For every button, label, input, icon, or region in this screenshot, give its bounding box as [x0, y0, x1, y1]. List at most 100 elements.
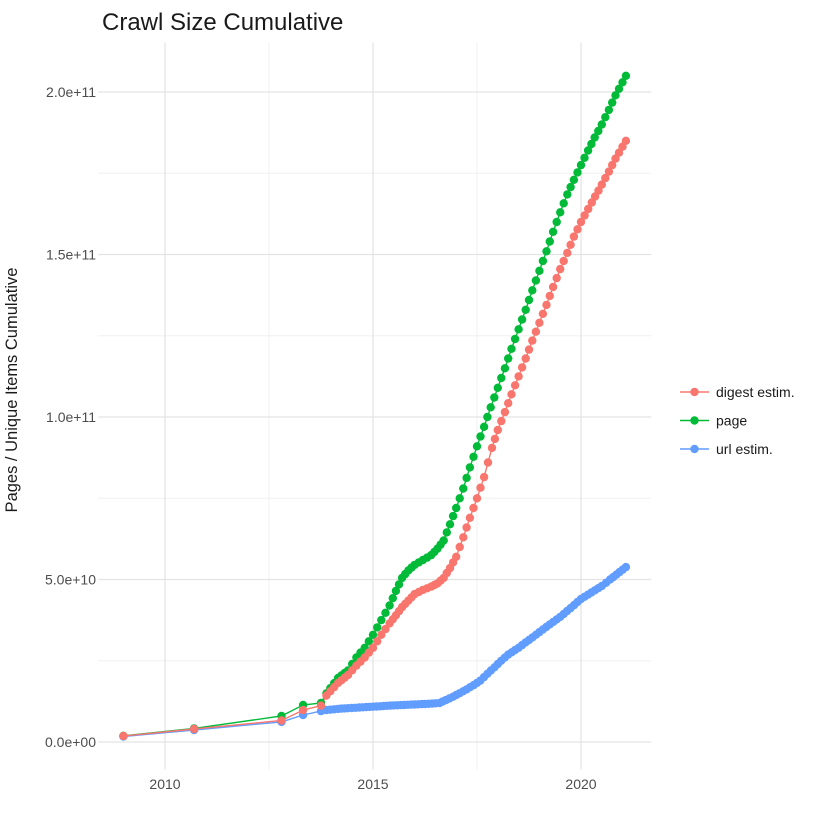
data-point-page: [500, 364, 510, 373]
x-tick-label: 2015: [357, 776, 388, 792]
data-point-page: [462, 473, 471, 483]
data-point-page: [445, 520, 455, 529]
data-point-page: [608, 98, 617, 107]
data-point-digest-estim: [490, 434, 500, 444]
data-point-digest-estim: [597, 180, 606, 189]
data-point-page: [552, 217, 561, 227]
chart-title: Crawl Size Cumulative: [102, 9, 343, 36]
data-point-digest-estim: [316, 701, 326, 710]
data-point-page: [448, 511, 458, 521]
data-point-page: [563, 190, 572, 199]
data-point-page: [538, 256, 548, 266]
y-tick-label: 1.0e+11: [46, 409, 96, 425]
data-point-page: [385, 601, 394, 610]
data-point-digest-estim: [528, 336, 537, 345]
data-point-page: [373, 623, 382, 632]
data-point-digest-estim: [119, 731, 128, 741]
data-point-page: [597, 120, 606, 129]
x-tick-label: 2010: [149, 776, 180, 792]
legend-key-point-digest-estim: [690, 387, 699, 397]
grid-minor: [98, 42, 652, 770]
data-point-page: [493, 383, 502, 392]
data-point-page: [556, 208, 565, 217]
data-point-page: [490, 393, 499, 402]
data-point-digest-estim: [517, 363, 527, 372]
data-point-page: [604, 105, 614, 115]
data-point-digest-estim: [573, 225, 582, 234]
legend-label-digest-estim: digest estim.: [716, 384, 795, 400]
data-point-page: [469, 452, 478, 461]
series-points: [119, 71, 631, 741]
data-point-digest-estim: [469, 503, 478, 513]
series-points-digest-estim: [119, 136, 631, 741]
data-point-digest-estim: [483, 458, 493, 467]
legend-label-url-estim: url estim.: [716, 441, 773, 457]
data-point-digest-estim: [538, 309, 548, 318]
data-point-page: [476, 432, 485, 441]
data-point-page: [394, 580, 404, 589]
data-point-digest-estim: [479, 472, 489, 482]
data-point-page: [364, 637, 373, 646]
data-point-digest-estim: [510, 381, 520, 390]
data-point-digest-estim: [608, 160, 617, 170]
legend-item-page: page: [680, 413, 747, 429]
data-point-page: [483, 412, 492, 422]
legend: digest estim. page url estim.: [680, 384, 795, 457]
y-tick-label: 1.5e+11: [46, 247, 96, 263]
data-point-page: [442, 528, 451, 537]
y-axis-title: Pages / Unique Items Cumulative: [3, 268, 21, 513]
data-point-digest-estim: [455, 542, 464, 552]
data-point-page: [583, 146, 593, 155]
data-point-page: [472, 442, 482, 451]
data-point-digest-estim: [531, 327, 541, 336]
data-point-digest-estim: [566, 240, 575, 249]
data-point-digest-estim: [552, 273, 561, 283]
legend-item-url-estim: url estim.: [680, 441, 773, 457]
legend-label-page: page: [716, 413, 747, 429]
data-point-page: [580, 153, 589, 162]
x-axis-tick-labels: 2010 2015 2020: [149, 776, 596, 792]
data-point-page: [452, 503, 461, 513]
data-point-page: [497, 373, 506, 383]
data-point-page: [465, 463, 475, 472]
data-point-digest-estim: [524, 345, 534, 354]
x-tick-label: 2020: [565, 776, 596, 792]
data-point-page: [542, 247, 551, 256]
data-point-digest-estim: [559, 256, 568, 266]
y-axis-tick-labels: 0.0e+00 5.0e+10 1.0e+11 1.5e+11 2.0e+11: [45, 84, 96, 750]
data-point-page: [381, 608, 390, 617]
data-point-page: [507, 344, 516, 353]
data-point-page: [521, 305, 530, 314]
data-point-digest-estim: [535, 318, 544, 327]
grid-major: [98, 42, 652, 770]
data-point-page: [528, 286, 537, 295]
data-point-page: [504, 354, 513, 363]
data-point-digest-estim: [373, 637, 382, 646]
data-point-page: [486, 403, 495, 412]
data-point-page: [601, 113, 610, 122]
data-point-page: [611, 91, 620, 100]
data-point-page: [510, 334, 520, 344]
data-point-page: [548, 227, 558, 236]
legend-item-digest-estim: digest estim.: [680, 384, 795, 400]
data-point-page: [517, 315, 527, 324]
y-tick-label: 0.0e+00: [45, 734, 96, 750]
y-tick-label: 5.0e+10: [45, 572, 96, 588]
data-point-digest-estim: [576, 217, 586, 227]
data-point-page: [566, 182, 575, 192]
data-point-page: [618, 78, 627, 87]
data-point-page: [514, 325, 523, 334]
data-point-digest-estim: [368, 643, 378, 652]
data-point-digest-estim: [465, 513, 475, 522]
data-point-digest-estim: [277, 716, 286, 725]
data-point-digest-estim: [507, 390, 516, 399]
data-point-digest-estim: [497, 416, 506, 426]
data-point-digest-estim: [521, 354, 530, 363]
data-point-page: [391, 586, 401, 596]
data-point-digest-estim: [462, 523, 471, 532]
data-point-digest-estim: [472, 494, 482, 503]
data-point-digest-estim: [621, 136, 631, 145]
data-point-page: [439, 536, 448, 545]
